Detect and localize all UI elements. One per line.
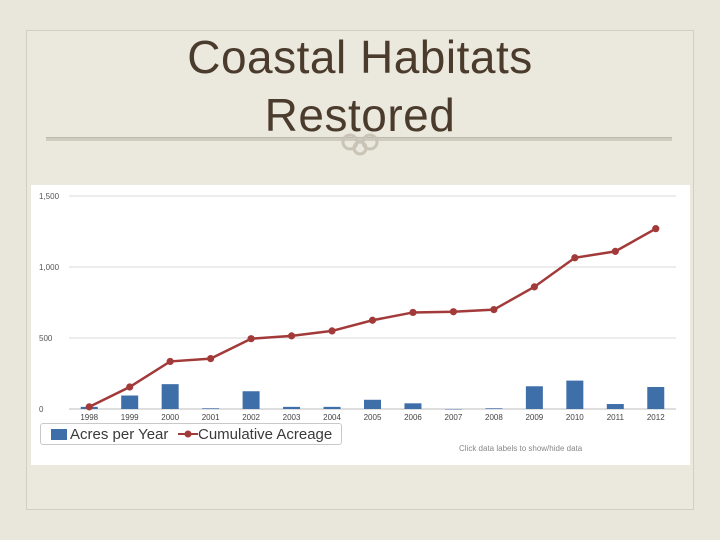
line-point — [247, 335, 255, 343]
line-point — [409, 308, 417, 317]
y-tick-label: 500 — [39, 334, 53, 343]
x-tick-label: 2006 — [404, 413, 422, 422]
line-point — [368, 316, 377, 324]
x-tick-label: 2001 — [202, 413, 220, 422]
y-tick-label: 1,000 — [39, 263, 60, 272]
x-tick-label: 2010 — [566, 413, 584, 422]
y-tick-label: 0 — [39, 405, 44, 414]
bar — [161, 384, 179, 409]
bar — [121, 395, 139, 409]
line-point — [126, 383, 134, 391]
line-point — [207, 354, 215, 363]
line-point — [611, 247, 619, 255]
bar — [606, 404, 624, 409]
bar — [444, 409, 462, 410]
x-tick-label: 1998 — [80, 413, 98, 422]
line-point — [287, 332, 296, 340]
combo-chart: 0 500 1,000 1,500 1998 1999 2000 2001 2002 2003 20… — [39, 192, 676, 422]
y-tick-label: 1,500 — [39, 192, 60, 201]
title-line-1: Coastal Habitats — [187, 31, 533, 83]
x-tick-label: 1999 — [121, 413, 139, 422]
slide-title: Coastal Habitats Restored — [0, 28, 720, 144]
bar — [364, 399, 381, 409]
legend-bar-label: Acres per Year — [70, 426, 169, 443]
divider-ornament — [341, 133, 379, 156]
title-line-2: Restored — [264, 89, 456, 141]
bar — [242, 391, 260, 409]
chart-legend[interactable]: Acres per Year Cumulative Acreage — [40, 423, 342, 445]
line-point — [449, 308, 458, 316]
bar — [566, 380, 584, 409]
x-tick-label: 2007 — [445, 413, 463, 422]
line-point — [490, 306, 498, 314]
line-point — [571, 254, 579, 262]
bar — [323, 406, 341, 409]
line-point — [166, 357, 174, 366]
legend-item-bars[interactable]: Acres per Year — [51, 426, 168, 443]
x-tick-label: 2012 — [647, 413, 665, 422]
line-point — [328, 327, 336, 335]
bar — [283, 406, 301, 409]
data-labels-hint: Click data labels to show/hide data — [459, 444, 583, 453]
x-tick-label: 2004 — [323, 413, 341, 422]
legend-bar-swatch — [51, 429, 67, 440]
x-tick-label: 2003 — [283, 413, 301, 422]
x-tick-label: 2000 — [161, 413, 179, 422]
bar — [485, 408, 503, 409]
legend-line-label: Cumulative Acreage — [198, 426, 333, 443]
x-tick-label: 2005 — [364, 413, 382, 422]
bar — [525, 386, 543, 409]
line-point — [530, 283, 538, 291]
bar — [647, 386, 665, 409]
chart-panel: 0 500 1,000 1,500 1998 1999 2000 2001 2002 2003 20… — [31, 185, 690, 465]
bar — [404, 403, 422, 409]
title-divider — [46, 137, 672, 141]
bar — [202, 408, 220, 409]
x-tick-label: 2011 — [607, 413, 625, 422]
x-tick-label: 2009 — [525, 413, 543, 422]
line-point — [652, 225, 660, 233]
legend-line-swatch — [178, 430, 198, 438]
x-tick-label: 2008 — [485, 413, 503, 422]
legend-item-line[interactable]: Cumulative Acreage — [178, 426, 332, 443]
x-tick-label: 2002 — [242, 413, 260, 422]
line-point — [85, 403, 93, 411]
